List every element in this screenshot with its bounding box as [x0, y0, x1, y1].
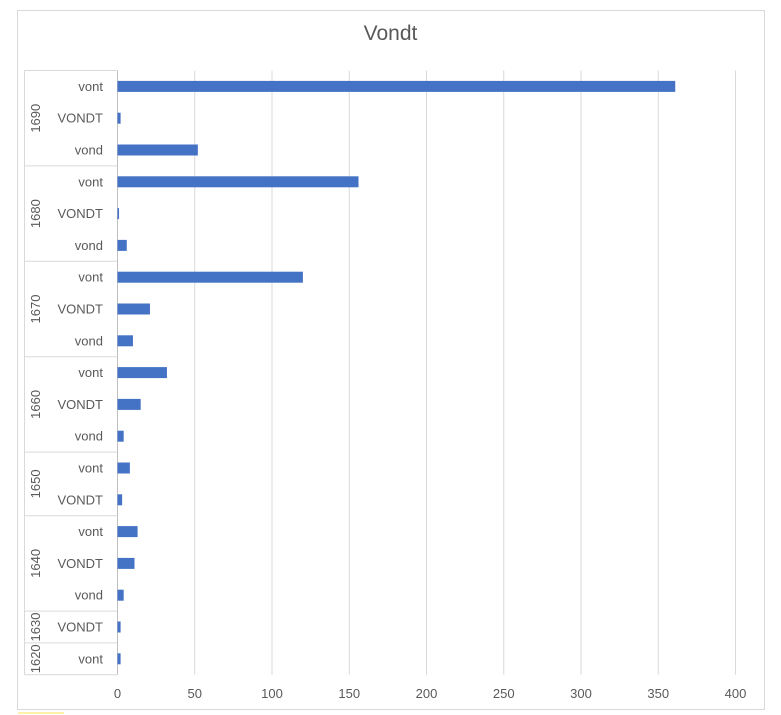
group-label: 1650 — [28, 469, 43, 498]
x-tick-label: 350 — [647, 686, 669, 701]
category-label: vont — [78, 174, 103, 189]
group-label: 1630 — [28, 613, 43, 642]
category-label: vont — [78, 365, 103, 380]
category-label: vond — [75, 238, 103, 253]
category-label: vont — [78, 461, 103, 476]
group-label: 1680 — [28, 199, 43, 228]
selection-marker — [18, 712, 64, 714]
bar — [117, 589, 124, 601]
category-label: vond — [75, 588, 103, 603]
bar — [117, 208, 120, 220]
category-label: vond — [75, 429, 103, 444]
category-label: VONDT — [58, 206, 104, 221]
group-label: 1620 — [28, 644, 43, 673]
category-label: VONDT — [58, 556, 104, 571]
x-tick-label: 400 — [725, 686, 747, 701]
category-label: VONDT — [58, 111, 104, 126]
x-tick-label: 100 — [261, 686, 283, 701]
category-label: VONDT — [58, 302, 104, 317]
x-tick-label: 300 — [570, 686, 592, 701]
bar — [117, 367, 167, 379]
x-tick-label: 250 — [493, 686, 515, 701]
category-label: vont — [78, 79, 103, 94]
bar — [117, 494, 123, 506]
x-tick-label: 50 — [188, 686, 202, 701]
category-label: vont — [78, 524, 103, 539]
bar — [117, 398, 141, 410]
group-label: 1690 — [28, 104, 43, 133]
bar — [117, 430, 124, 442]
group-label: 1660 — [28, 390, 43, 419]
bar — [117, 112, 121, 124]
bar — [117, 239, 127, 251]
bar — [117, 144, 198, 156]
bar — [117, 80, 676, 92]
category-label: VONDT — [58, 620, 104, 635]
bar — [117, 271, 303, 283]
bar — [117, 303, 150, 315]
chart-title: Vondt — [363, 22, 418, 45]
category-label: vond — [75, 143, 103, 158]
x-tick-label: 0 — [114, 686, 121, 701]
x-tick-label: 150 — [338, 686, 360, 701]
bar — [117, 526, 138, 538]
bar — [117, 557, 135, 569]
bar — [117, 621, 121, 633]
category-label: VONDT — [58, 492, 104, 507]
bar — [117, 335, 133, 347]
group-label: 1670 — [28, 295, 43, 324]
group-label: 1640 — [28, 549, 43, 578]
bar — [117, 653, 121, 665]
category-label: VONDT — [58, 397, 104, 412]
bar — [117, 176, 359, 188]
category-label: vond — [75, 333, 103, 348]
category-label: vont — [78, 651, 103, 666]
x-tick-label: 200 — [416, 686, 438, 701]
bar — [117, 462, 130, 474]
chart-frame — [17, 10, 765, 710]
category-label: vont — [78, 270, 103, 285]
